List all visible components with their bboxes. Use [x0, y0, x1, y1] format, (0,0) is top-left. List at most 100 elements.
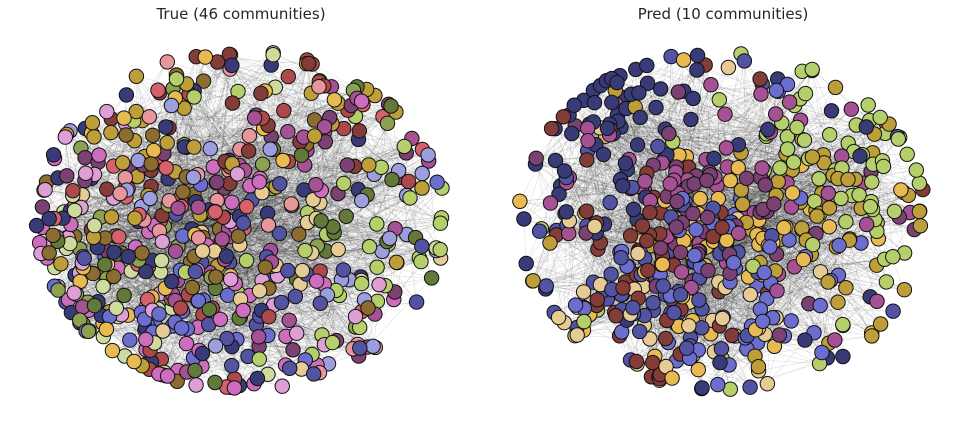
graph-edge — [721, 155, 861, 349]
graph-edge — [53, 154, 184, 271]
graph-node — [326, 92, 343, 108]
graph-edge — [171, 262, 397, 299]
graph-node — [186, 139, 202, 155]
graph-node — [281, 312, 297, 328]
graph-node — [207, 204, 223, 220]
graph-node — [229, 166, 246, 182]
graph-node — [45, 147, 62, 163]
graph-node — [311, 79, 327, 95]
graph-node — [143, 156, 159, 172]
graph-node — [351, 123, 367, 139]
graph-node — [163, 97, 180, 114]
graph-node — [361, 157, 377, 173]
graph-node — [253, 85, 269, 102]
graph-node — [128, 68, 145, 84]
graph-node — [254, 156, 271, 173]
graph-edge — [564, 170, 677, 235]
graph-node — [235, 302, 251, 319]
graph-node — [86, 297, 103, 314]
graph-node — [396, 138, 412, 155]
graph-node — [201, 301, 218, 318]
graph-edge — [189, 81, 320, 95]
graph-edge — [285, 257, 420, 337]
graph-edge — [197, 69, 231, 175]
graph-node — [432, 241, 448, 258]
graph-edge — [558, 194, 860, 196]
graph-node — [77, 150, 93, 166]
graph-node — [420, 147, 436, 163]
graph-node — [103, 209, 120, 225]
graph-node — [224, 95, 241, 111]
graph-node — [104, 342, 121, 359]
graph-edge — [296, 278, 376, 348]
graph-edge — [168, 85, 324, 129]
graph-edge — [849, 240, 873, 336]
graph-edge — [827, 301, 878, 358]
graph-node — [158, 160, 174, 176]
graph-edge — [176, 105, 352, 382]
graph-node — [59, 168, 75, 184]
graph-node — [280, 262, 296, 279]
graph-edge — [393, 187, 423, 300]
graph-node — [194, 243, 211, 259]
graph-node — [261, 309, 277, 325]
graph-edge — [117, 54, 230, 269]
graph-node — [28, 217, 45, 234]
graph-edge — [119, 128, 264, 194]
graph-node — [190, 199, 207, 215]
graph-node — [251, 174, 267, 190]
graph-edge — [106, 105, 172, 190]
graph-edge — [788, 239, 792, 321]
graph-node — [408, 294, 425, 310]
graph-node — [239, 198, 255, 215]
graph-edge — [239, 149, 327, 252]
graph-edge — [54, 149, 423, 219]
graph-node — [361, 239, 378, 255]
graph-edge — [732, 246, 837, 260]
graph-edge — [762, 209, 810, 304]
graph-node — [66, 285, 82, 301]
graph-edge — [175, 61, 218, 252]
graph-node — [57, 129, 74, 145]
graph-edge — [762, 245, 840, 322]
graph-node — [115, 155, 131, 171]
graph-node — [260, 217, 277, 233]
graph-edge — [519, 201, 557, 231]
graph-edge — [259, 178, 354, 349]
graph-node — [352, 340, 368, 356]
graph-edge — [757, 246, 837, 344]
graph-edge — [261, 280, 356, 317]
graph-edge — [80, 281, 356, 317]
graph-edge — [230, 54, 337, 341]
graph-node — [280, 124, 296, 140]
graph-node — [145, 127, 161, 144]
graph-node — [50, 282, 66, 298]
graph-node — [365, 338, 381, 354]
graph-edge — [264, 90, 306, 251]
graph-node — [116, 110, 132, 126]
graph-node — [164, 273, 180, 290]
true-panel-title: True (46 communities) — [156, 5, 326, 23]
graph-node — [159, 135, 175, 151]
graph-node — [197, 49, 214, 65]
graph-edge — [227, 184, 317, 296]
graph-edge — [113, 238, 390, 253]
graph-edge — [302, 80, 320, 271]
graph-node — [224, 194, 240, 211]
graph-node — [86, 217, 103, 234]
graph-edge — [769, 246, 844, 325]
graph-node — [67, 202, 83, 219]
graph-node — [271, 225, 288, 242]
graph-edge — [265, 105, 392, 268]
graph-edge — [427, 154, 437, 251]
graph-node — [99, 181, 115, 197]
graph-node — [141, 109, 158, 125]
graph-node — [168, 71, 185, 87]
graph-node — [273, 294, 290, 311]
graph-node — [285, 342, 301, 358]
graph-node — [294, 262, 311, 279]
graph-node — [65, 183, 81, 199]
graph-node — [142, 190, 158, 207]
graph-edge — [230, 54, 312, 94]
